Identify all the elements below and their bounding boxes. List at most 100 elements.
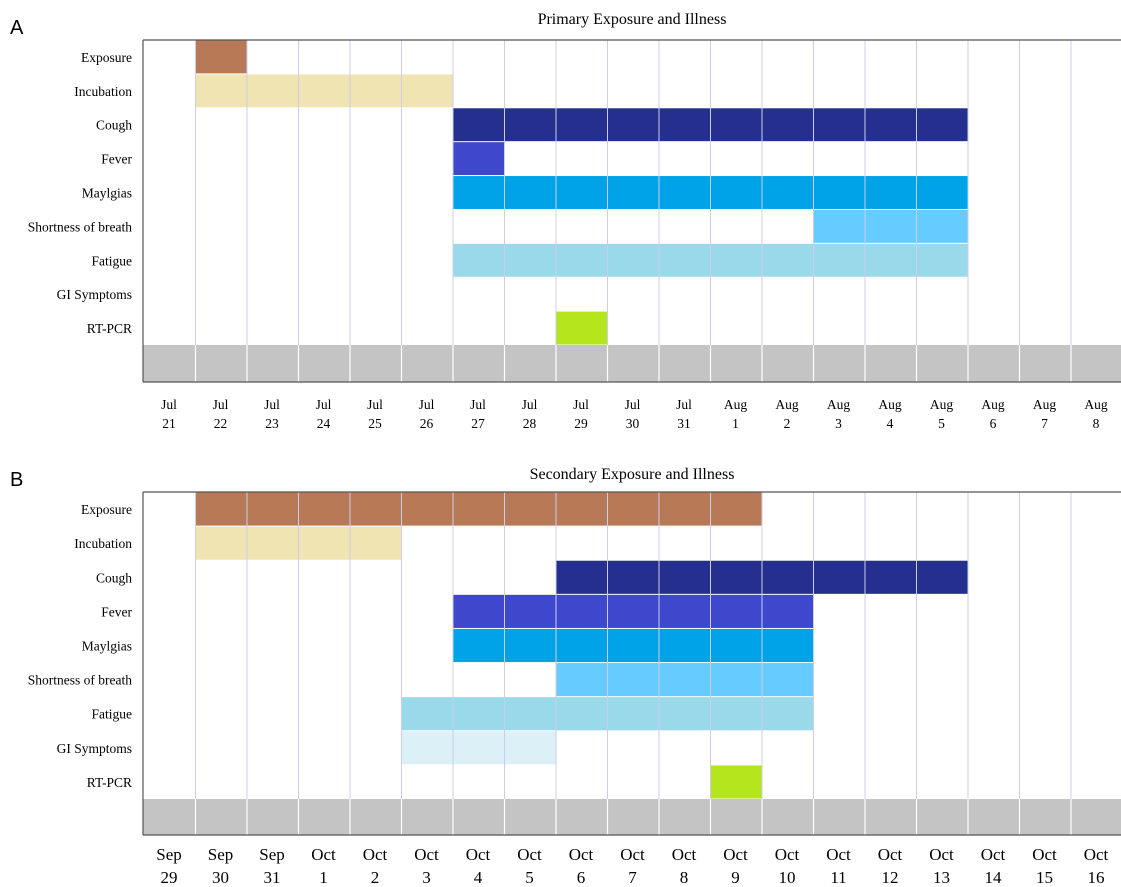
tick-label: Oct 9 <box>723 845 748 887</box>
tick-month: Aug <box>1084 397 1107 412</box>
tick-month: Aug <box>981 397 1004 412</box>
tick-day: 22 <box>214 416 228 431</box>
tick-label: Oct 5 <box>517 845 542 887</box>
tick-day: 2 <box>784 416 791 431</box>
bar-exposure-0 <box>195 492 762 526</box>
tick-month: Aug <box>878 397 901 412</box>
tick-month: Oct <box>929 845 954 864</box>
tick-day: 14 <box>985 868 1003 887</box>
timeline-strip <box>143 345 1121 382</box>
chart-title: Secondary Exposure and Illness <box>530 466 735 483</box>
tick-day: 27 <box>471 416 485 431</box>
tick-day: 28 <box>523 416 537 431</box>
tick-label: Oct 7 <box>620 845 645 887</box>
tick-month: Oct <box>672 845 697 864</box>
bar-fever-0 <box>453 594 814 628</box>
tick-month: Aug <box>724 397 747 412</box>
row-label-exposure: Exposure <box>81 502 132 517</box>
tick-day: 1 <box>732 416 739 431</box>
row-label-cough: Cough <box>96 118 132 133</box>
tick-label: Jul 21 <box>161 397 177 431</box>
row-label-fatigue: Fatigue <box>92 707 133 722</box>
tick-day: 11 <box>830 868 846 887</box>
tick-day: 7 <box>628 868 637 887</box>
tick-label: Oct 11 <box>826 845 851 887</box>
tick-label: Oct 16 <box>1084 845 1109 887</box>
tick-label: Oct 2 <box>363 845 388 887</box>
tick-month: Oct <box>620 845 645 864</box>
tick-label: Oct 6 <box>569 845 594 887</box>
tick-day: 6 <box>577 868 586 887</box>
tick-label: Jul 30 <box>625 397 641 431</box>
tick-day: 23 <box>265 416 279 431</box>
row-label-exposure: Exposure <box>81 50 132 65</box>
tick-label: Aug 3 <box>827 397 850 431</box>
tick-day: 12 <box>882 868 899 887</box>
row-label-rt-pcr: RT-PCR <box>87 775 132 790</box>
tick-label: Jul 27 <box>470 397 486 431</box>
tick-month: Jul <box>367 397 383 412</box>
bar-shortness-of-breath-0 <box>813 209 968 243</box>
tick-day: 10 <box>779 868 796 887</box>
tick-month: Oct <box>466 845 491 864</box>
tick-day: 30 <box>626 416 640 431</box>
chart-title: Primary Exposure and Illness <box>538 11 727 28</box>
tick-label: Sep 31 <box>259 845 285 887</box>
tick-label: Jul 29 <box>573 397 589 431</box>
tick-label: Oct 4 <box>466 845 491 887</box>
row-label-gi-symptoms: GI Symptoms <box>57 741 132 756</box>
tick-label: Jul 22 <box>213 397 229 431</box>
tick-day: 21 <box>162 416 176 431</box>
tick-label: Aug 2 <box>775 397 798 431</box>
tick-label: Aug 6 <box>981 397 1004 431</box>
row-label-cough: Cough <box>96 570 132 585</box>
tick-month: Jul <box>161 397 177 412</box>
tick-month: Oct <box>1032 845 1057 864</box>
tick-month: Oct <box>569 845 594 864</box>
tick-label: Oct 8 <box>672 845 697 887</box>
tick-month: Sep <box>259 845 285 864</box>
tick-label: Oct 1 <box>311 845 336 887</box>
row-label-shortness-of-breath: Shortness of breath <box>28 219 132 234</box>
tick-day: 4 <box>887 416 894 431</box>
tick-month: Aug <box>827 397 850 412</box>
tick-day: 26 <box>420 416 434 431</box>
tick-label: Oct 10 <box>775 845 800 887</box>
tick-month: Jul <box>470 397 486 412</box>
row-label-fever: Fever <box>101 604 132 619</box>
row-label-gi-symptoms: GI Symptoms <box>57 287 132 302</box>
tick-label: Oct 15 <box>1032 845 1057 887</box>
panel-label: A <box>10 17 24 39</box>
tick-month: Jul <box>573 397 589 412</box>
tick-day: 24 <box>317 416 331 431</box>
tick-day: 4 <box>474 868 483 887</box>
timeline-strip <box>143 799 1121 835</box>
tick-label: Jul 26 <box>419 397 435 431</box>
tick-month: Jul <box>213 397 229 412</box>
tick-label: Jul 23 <box>264 397 280 431</box>
tick-month: Jul <box>522 397 538 412</box>
tick-month: Oct <box>363 845 388 864</box>
tick-month: Oct <box>414 845 439 864</box>
tick-label: Oct 12 <box>878 845 903 887</box>
tick-month: Oct <box>1084 845 1109 864</box>
tick-month: Oct <box>775 845 800 864</box>
tick-day: 6 <box>990 416 997 431</box>
tick-month: Oct <box>517 845 542 864</box>
tick-label: Jul 28 <box>522 397 538 431</box>
tick-day: 29 <box>161 868 178 887</box>
row-label-incubation: Incubation <box>74 536 132 551</box>
row-label-fatigue: Fatigue <box>92 253 133 268</box>
secondary-exposure-chart: B Secondary Exposure and Illness Exposure I… <box>10 466 1121 887</box>
bar-maylgias-0 <box>453 628 814 663</box>
bar-fever-0 <box>453 142 505 176</box>
bar-gi-symptoms-0 <box>401 731 556 765</box>
tick-day: 30 <box>212 868 229 887</box>
tick-day: 3 <box>835 416 842 431</box>
tick-day: 25 <box>368 416 382 431</box>
row-label-rt-pcr: RT-PCR <box>87 321 132 336</box>
tick-label: Aug 8 <box>1084 397 1107 431</box>
tick-label: Jul 31 <box>676 397 692 431</box>
tick-month: Jul <box>676 397 692 412</box>
tick-label: Sep 29 <box>156 845 182 887</box>
